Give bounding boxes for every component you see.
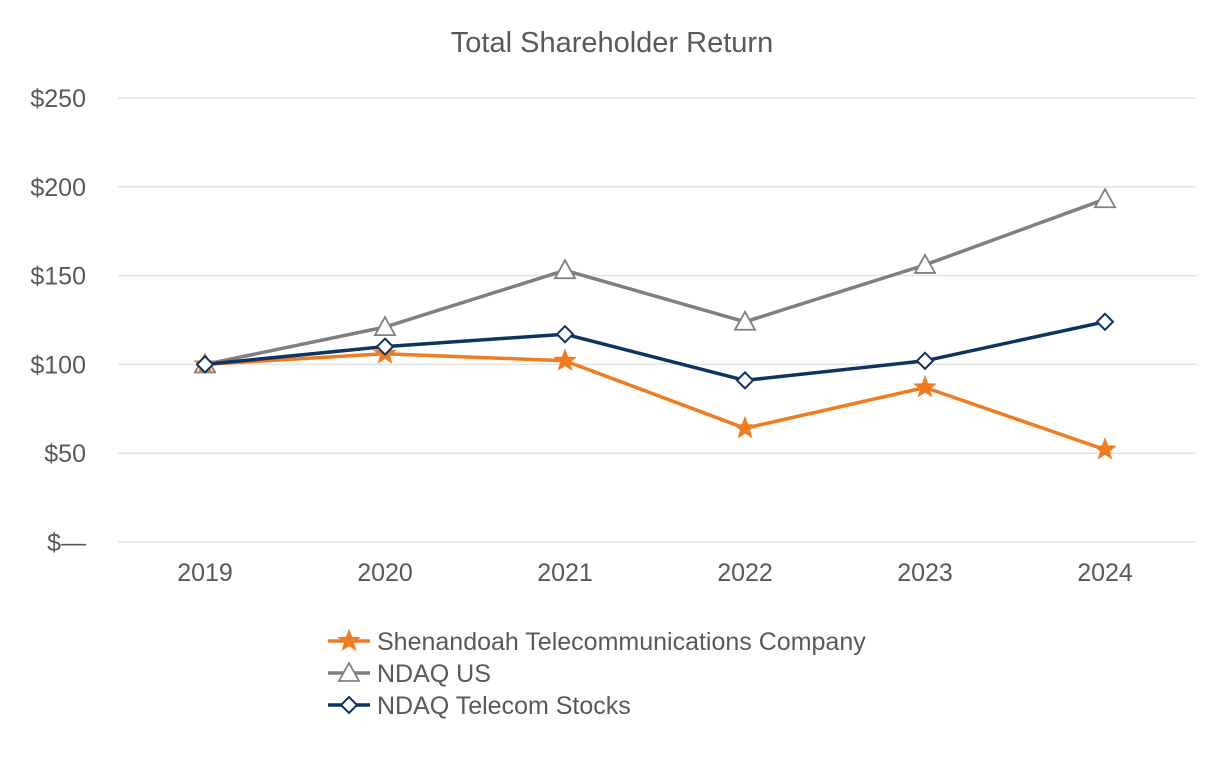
- data-point-diamond: [555, 324, 575, 344]
- y-tick-label: $100: [30, 351, 86, 379]
- data-point-diamond: [195, 354, 215, 374]
- series-line: [204, 197, 1106, 367]
- y-tick-label: $50: [44, 440, 86, 468]
- legend-item: Shenandoah Telecommunications Company: [328, 628, 866, 656]
- data-point-star: [553, 348, 577, 371]
- x-tick-label: 2019: [177, 559, 233, 587]
- y-tick-label: $150: [30, 263, 86, 291]
- data-point-triangle: [913, 253, 937, 274]
- legend-marker-triangle: [337, 661, 361, 682]
- data-point-star: [913, 375, 937, 398]
- data-point-diamond: [735, 370, 755, 390]
- data-point-triangle: [553, 258, 577, 280]
- data-point-diamond: [375, 337, 395, 357]
- data-point-triangle: [733, 309, 757, 331]
- data-point-star: [1093, 437, 1117, 460]
- data-point-diamond: [915, 351, 935, 371]
- y-tick-label: $—: [47, 529, 86, 557]
- series-lines: [193, 187, 1117, 460]
- legend-label: NDAQ Telecom Stocks: [377, 692, 631, 720]
- data-point-triangle: [1093, 187, 1117, 209]
- y-tick-label: $200: [30, 174, 86, 202]
- y-axis-ticks: $— $50 $100 $150 $200 $250: [30, 85, 86, 557]
- data-point-triangle: [373, 315, 397, 337]
- series-line: [204, 351, 1106, 452]
- x-axis-ticks: 2019 2020 2021 2022 2023 2024: [177, 559, 1133, 587]
- x-tick-label: 2020: [357, 559, 413, 587]
- series-triangle: [193, 187, 1117, 374]
- legend-item: NDAQ Telecom Stocks: [328, 692, 631, 720]
- y-tick-label: $250: [30, 85, 86, 113]
- legend: Shenandoah Telecommunications Company NDA…: [328, 628, 866, 720]
- data-point-star: [733, 415, 757, 439]
- gridlines: [118, 97, 1196, 543]
- series-diamond: [195, 312, 1115, 390]
- chart-title: Total Shareholder Return: [451, 27, 773, 59]
- legend-item: NDAQ US: [328, 660, 491, 688]
- x-tick-label: 2023: [897, 559, 953, 587]
- legend-label: Shenandoah Telecommunications Company: [377, 628, 866, 656]
- data-point-diamond: [1095, 312, 1115, 332]
- legend-marker-star: [337, 628, 361, 652]
- series-star: [193, 341, 1117, 460]
- x-tick-label: 2021: [537, 559, 593, 587]
- legend-label: NDAQ US: [377, 660, 491, 688]
- x-tick-label: 2024: [1077, 559, 1133, 587]
- x-tick-label: 2022: [717, 559, 773, 587]
- legend-marker-diamond: [339, 695, 359, 715]
- series-line: [204, 320, 1106, 383]
